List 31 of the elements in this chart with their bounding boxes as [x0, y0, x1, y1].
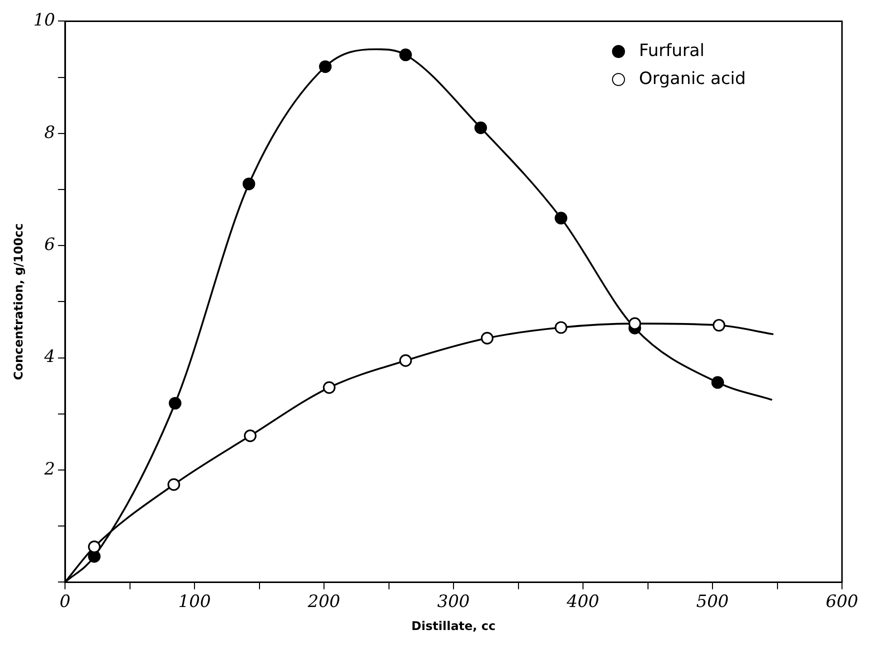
- y-tick-label: 2: [43, 459, 56, 480]
- y-tick-label: 8: [44, 122, 56, 143]
- y-axis-title: Concentration, g/100cc: [11, 223, 26, 380]
- x-tick-label: 0: [60, 592, 71, 612]
- point: [554, 321, 568, 334]
- x-tick-label: 200: [306, 592, 340, 612]
- x-tick-label: 600: [826, 592, 858, 612]
- legend-label: Furfural: [639, 41, 705, 62]
- y-tick-label: 10: [33, 10, 56, 31]
- point: [168, 478, 180, 491]
- x-axis-title: Distillate, cc: [411, 618, 496, 633]
- x-tick-label: 500: [696, 592, 729, 612]
- x-tick-label: 100: [178, 592, 211, 612]
- point: [554, 212, 568, 224]
- point: [480, 332, 494, 344]
- point: [168, 396, 182, 410]
- point: [712, 318, 726, 332]
- point: [474, 121, 488, 134]
- point: [399, 48, 412, 62]
- y-tick-label: 6: [44, 235, 56, 256]
- point: [322, 381, 336, 394]
- x-tick-label: 400: [566, 592, 600, 612]
- point: [711, 376, 724, 389]
- x-tick-label: 300: [437, 592, 470, 612]
- point: [244, 429, 257, 442]
- y-tick-label: 4: [43, 347, 56, 368]
- point: [319, 60, 332, 73]
- point: [628, 317, 642, 330]
- legend-label: Organic acid: [639, 69, 746, 90]
- point: [242, 178, 256, 190]
- point: [399, 354, 412, 367]
